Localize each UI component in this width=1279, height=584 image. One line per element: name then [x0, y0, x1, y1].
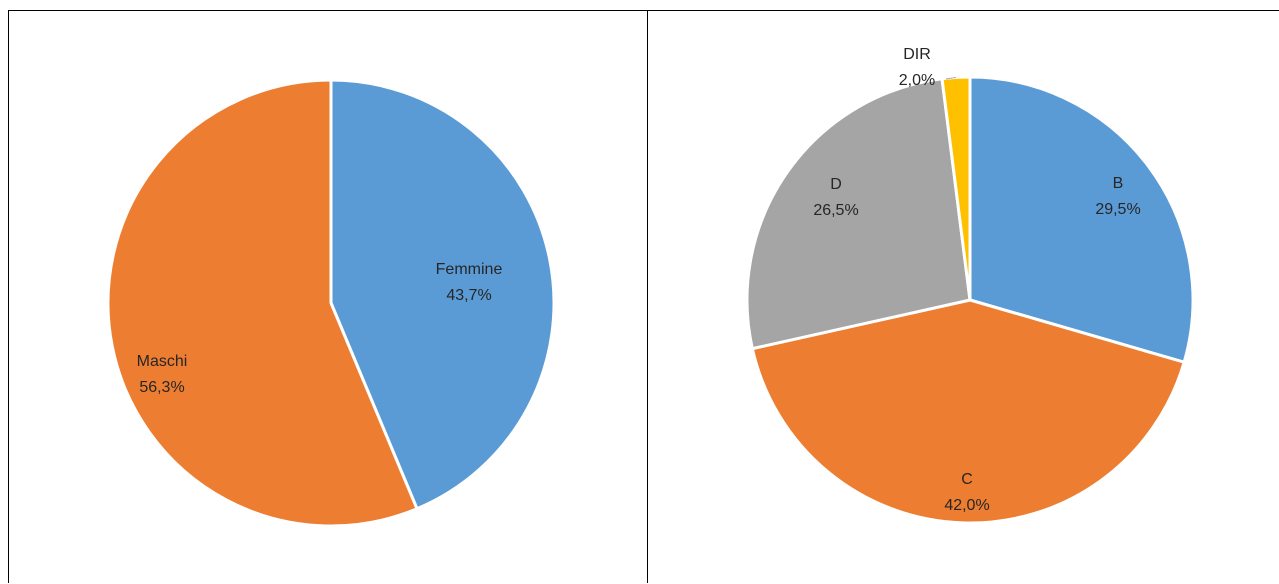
slice-label-c: C	[961, 471, 973, 488]
slice-label-femmine: Femmine	[436, 261, 503, 278]
slice-label-dir: DIR	[903, 46, 931, 63]
pie-chart-gender: Femmine 43,7% Maschi 56,3%	[106, 78, 556, 528]
slice-value-b: 29,5%	[1095, 201, 1140, 218]
slices	[106, 78, 556, 528]
slice-label-d: D	[830, 176, 842, 193]
chart-panel-category: B 29,5% C 42,0% D 26,5% DIR 2,0%	[647, 10, 1279, 583]
pie-slice-maschi	[106, 78, 419, 528]
pie-chart-category: B 29,5% C 42,0% D 26,5% DIR 2,0%	[745, 46, 1195, 525]
pie-slice-dir	[940, 75, 972, 301]
chart-panel-gender: Femmine 43,7% Maschi 56,3%	[8, 10, 648, 583]
slice-label-b: B	[1113, 175, 1124, 192]
pie-slice-b	[968, 75, 1195, 365]
slice-label-maschi: Maschi	[137, 353, 188, 370]
slice-value-c: 42,0%	[944, 497, 989, 514]
slice-value-d: 26,5%	[813, 202, 858, 219]
pie-slice-d	[745, 77, 972, 351]
pie-slice-c	[750, 298, 1187, 525]
pie-slice-femmine	[329, 78, 556, 511]
slices	[745, 75, 1195, 525]
leader-line-dir	[945, 76, 957, 80]
slice-value-dir: 2,0%	[899, 72, 935, 89]
slice-value-femmine: 43,7%	[446, 287, 491, 304]
slice-value-maschi: 56,3%	[139, 379, 184, 396]
